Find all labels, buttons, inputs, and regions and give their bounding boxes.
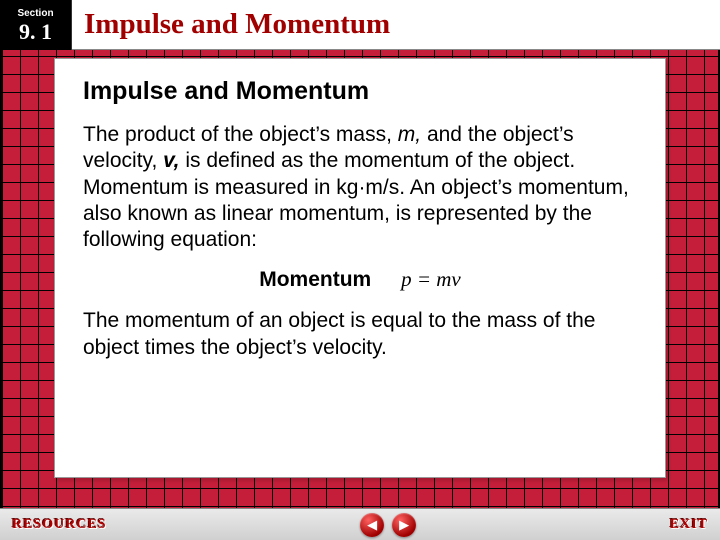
content-subheading: Impulse and Momentum [83, 77, 637, 106]
resources-button[interactable]: RESOURCES [12, 517, 107, 533]
chevron-right-icon: ▶ [399, 518, 409, 531]
section-label: Section [0, 8, 71, 19]
p1-pre: The product of the object’s mass, [83, 123, 398, 146]
footer-left: RESOURCES [12, 517, 107, 533]
paragraph-1: The product of the object’s mass, m, and… [83, 122, 637, 253]
chapter-title: Impulse and Momentum [72, 0, 720, 50]
content-panel: Impulse and Momentum The product of the … [54, 58, 666, 478]
exit-button[interactable]: EXIT [670, 517, 708, 533]
slide-header: Section 9. 1 Impulse and Momentum [0, 0, 720, 50]
left-strip [0, 50, 54, 508]
prev-button[interactable]: ◀ [360, 513, 384, 537]
chevron-left-icon: ◀ [367, 518, 377, 531]
variable-m: m, [398, 123, 421, 146]
section-box: Section 9. 1 [0, 0, 72, 50]
equation-line: Momentum p = mv [83, 267, 637, 292]
slide: Section 9. 1 Impulse and Momentum Impuls… [0, 0, 720, 540]
section-number: 9. 1 [0, 21, 71, 43]
next-button[interactable]: ▶ [392, 513, 416, 537]
footer-nav: ◀ ▶ [360, 513, 416, 537]
paragraph-2: The momentum of an object is equal to th… [83, 308, 637, 361]
variable-v: v, [163, 149, 179, 172]
footer-right: EXIT [670, 517, 708, 533]
equation-label: Momentum [259, 268, 371, 291]
equation-formula: p = mv [401, 267, 461, 291]
footer-bar: RESOURCES ◀ ▶ EXIT [0, 508, 720, 540]
